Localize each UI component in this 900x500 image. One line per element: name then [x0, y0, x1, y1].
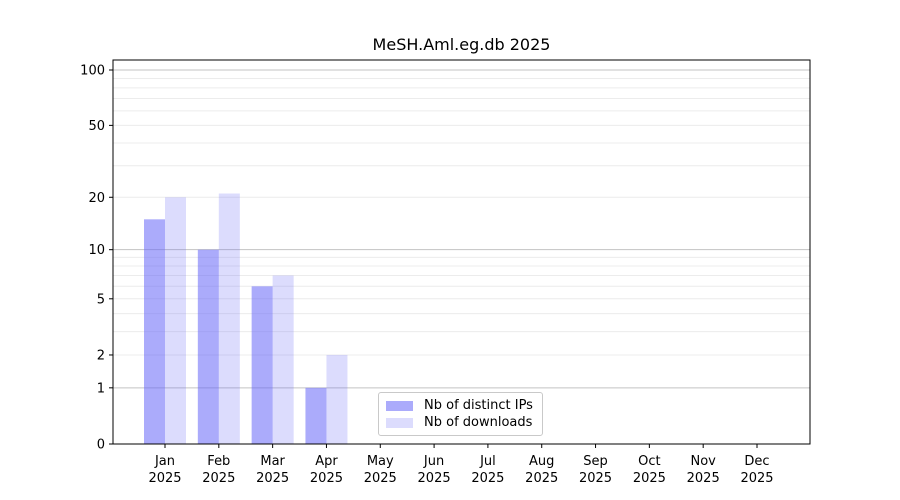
legend-swatch-distinct-ips-icon: [386, 400, 413, 411]
y-tick-label: 100: [80, 64, 105, 79]
legend: Nb of distinct IPs Nb of downloads: [378, 392, 543, 436]
chart-title: MeSH.Aml.eg.db 2025: [372, 35, 551, 54]
legend-swatch-downloads-icon: [386, 417, 413, 428]
bar-distinct-ips-apr: [305, 387, 327, 444]
x-tick-label-month: Aug: [529, 454, 554, 469]
x-tick-label-year: 2025: [202, 471, 235, 486]
x-tick-label-year: 2025: [148, 471, 181, 486]
x-tick-label-year: 2025: [579, 471, 612, 486]
axes-frame: [112, 59, 811, 445]
x-tick-label-month: Dec: [744, 454, 769, 469]
x-tick-label-year: 2025: [256, 471, 289, 486]
legend-item-downloads: Nb of downloads: [386, 415, 534, 430]
x-tick-label-year: 2025: [687, 471, 720, 486]
y-tick-label: 10: [88, 243, 105, 258]
x-tick-label-year: 2025: [418, 471, 451, 486]
bar-distinct-ips-feb: [197, 249, 219, 444]
x-tick-label-year: 2025: [471, 471, 504, 486]
x-tick-label-year: 2025: [310, 471, 343, 486]
y-tick-label: 1: [97, 381, 105, 396]
x-tick-label-month: Sep: [583, 454, 608, 469]
bar-distinct-ips-mar: [251, 286, 273, 444]
x-tick-label-year: 2025: [740, 471, 773, 486]
x-tick-label-month: Jun: [423, 454, 444, 469]
x-tick-label-year: 2025: [364, 471, 397, 486]
bar-downloads-apr: [326, 354, 348, 444]
legend-label-downloads: Nb of downloads: [424, 415, 533, 430]
legend-label-distinct-ips: Nb of distinct IPs: [424, 398, 533, 413]
y-tick-label: 20: [88, 191, 105, 206]
x-tick-label-month: Apr: [315, 454, 338, 469]
y-tick-label: 50: [88, 119, 105, 134]
y-tick-label: 5: [97, 292, 105, 307]
x-tick-label-year: 2025: [633, 471, 666, 486]
legend-item-distinct-ips: Nb of distinct IPs: [386, 398, 534, 413]
bar-downloads-jan: [165, 197, 186, 444]
x-tick-label-month: Oct: [638, 454, 660, 469]
y-tick-label: 2: [97, 348, 105, 363]
x-tick-label-month: Feb: [207, 454, 230, 469]
x-tick-label-month: Nov: [690, 454, 716, 469]
x-tick-label-month: Jul: [479, 454, 496, 469]
x-tick-label-month: Mar: [260, 454, 285, 469]
x-tick-label-year: 2025: [525, 471, 558, 486]
bar-distinct-ips-jan: [144, 219, 165, 444]
y-tick-label: 0: [97, 438, 105, 453]
x-tick-label-month: May: [367, 454, 394, 469]
bar-downloads-feb: [218, 193, 240, 444]
bar-downloads-mar: [272, 275, 294, 444]
x-tick-label-month: Jan: [154, 454, 175, 469]
